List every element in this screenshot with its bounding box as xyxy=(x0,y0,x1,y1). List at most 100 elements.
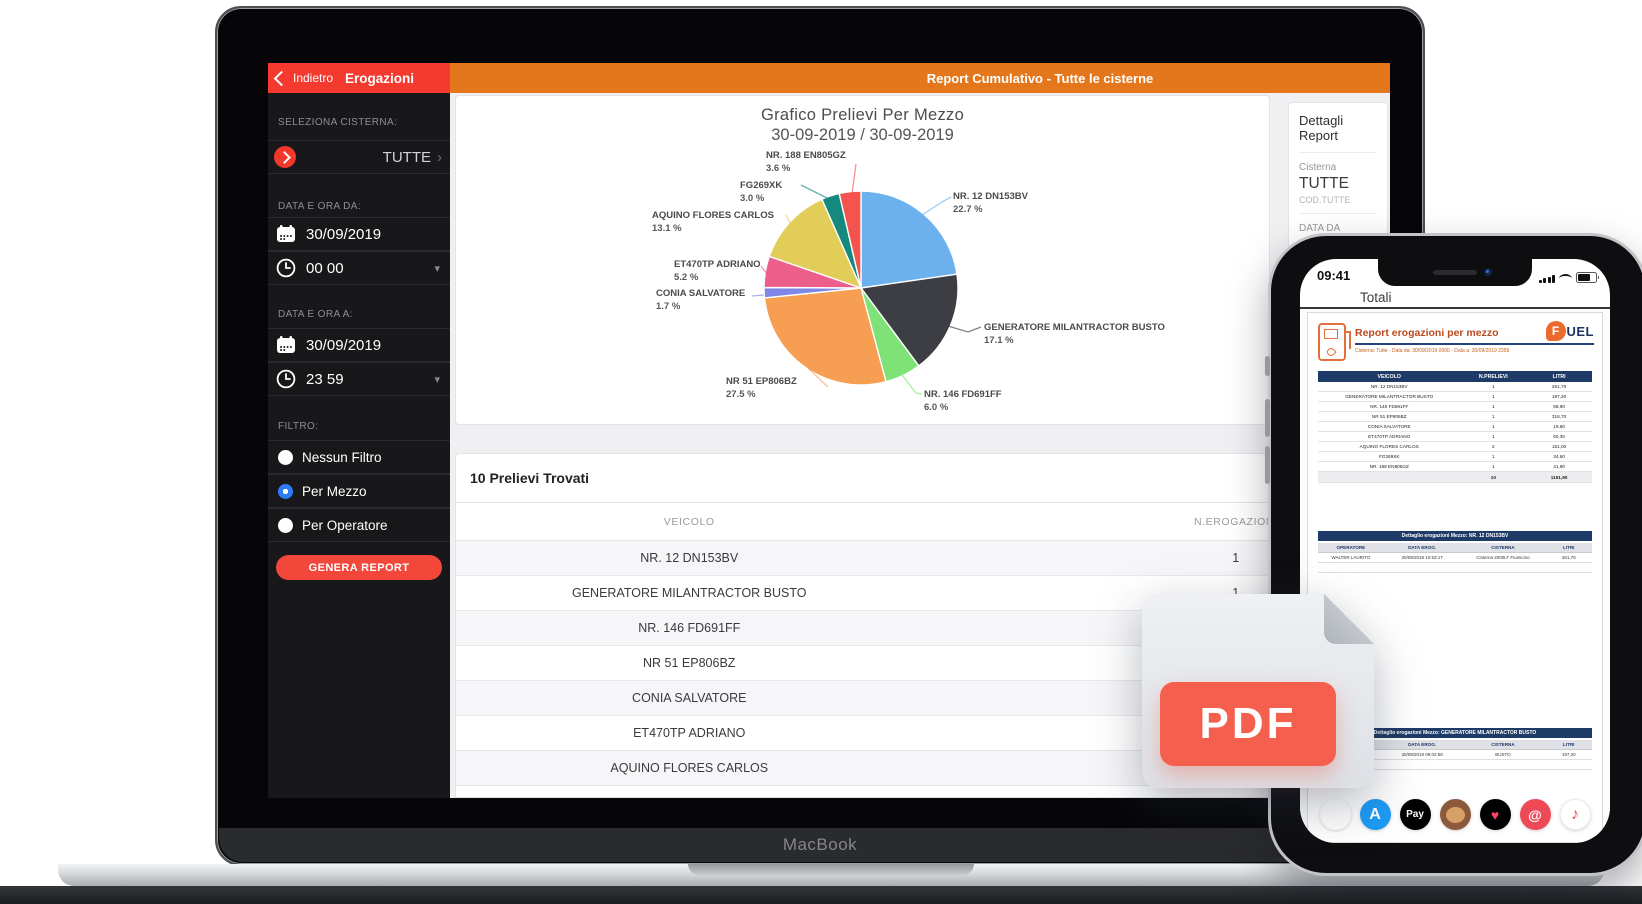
pie-leader-line xyxy=(751,294,765,297)
pdf-cell: 2 xyxy=(1492,444,1495,449)
pie-leader-line xyxy=(807,367,829,388)
pdf-cell: ET470TP ADRIANO xyxy=(1368,434,1411,439)
filter-label: Nessun Filtro xyxy=(302,449,382,465)
pdf-detail-row: 30/09/2019 09:02:58 BUSTO 197,20 xyxy=(1318,750,1592,760)
pdf-total-row: 10 1151,90 xyxy=(1318,472,1592,483)
pdf-badge-fold-icon xyxy=(1324,594,1374,644)
genera-report-button[interactable]: GENERA REPORT xyxy=(276,555,442,580)
cisterna-label: Cisterna xyxy=(1299,162,1337,173)
fuel-pump-icon xyxy=(1318,323,1351,361)
pdf-detail-cell: 30/09/2019 09:02:58 xyxy=(1401,752,1443,757)
pie-percent-label: 5.2 % xyxy=(674,272,699,283)
pdf-cell: NR. 12 DN153BV xyxy=(1370,384,1408,389)
volume-down-button[interactable] xyxy=(1265,446,1270,484)
at-sign-icon[interactable]: @ xyxy=(1519,799,1551,830)
back-button[interactable]: Indietro Erogazioni xyxy=(268,63,450,93)
volume-up-button[interactable] xyxy=(1265,399,1270,437)
pdf-cell: 151,00 xyxy=(1551,444,1567,449)
date-to-field[interactable]: 30/09/2019 xyxy=(268,328,450,362)
photos-icon-glyph xyxy=(1325,804,1346,825)
pie-label: FG269XK xyxy=(740,180,782,191)
pdf-cell: 1 xyxy=(1492,414,1495,419)
calendar-icon xyxy=(277,225,295,242)
pdf-detail-col-header: CISTERNA xyxy=(1491,545,1515,550)
pie-label: NR. 188 EN805GZ xyxy=(766,150,846,161)
time-from-field[interactable]: 00 00 ▾ xyxy=(268,251,450,285)
cell-veicolo: FG269XK xyxy=(456,796,923,798)
pie-slice-0[interactable] xyxy=(860,190,958,289)
pdf-detail-col-header: LITRI xyxy=(1562,742,1575,747)
memoji-monkey-icon-glyph xyxy=(1445,807,1465,823)
apple-pay-icon[interactable]: Pay xyxy=(1399,799,1431,830)
cisterna-selector[interactable]: TUTTE › xyxy=(268,140,450,174)
report-title: Report Cumulativo - Tutte le cisterne xyxy=(926,70,1154,86)
pie-leader-line xyxy=(785,214,792,226)
pdf-cell: NR. 188 EN805GZ xyxy=(1369,464,1409,469)
results-count: 10 Prelievi Trovati xyxy=(456,454,1389,503)
photos-icon[interactable] xyxy=(1319,799,1351,830)
pie-slice-8[interactable] xyxy=(838,190,862,289)
fuel-logo-f: F xyxy=(1545,321,1566,341)
macbook-hinge-notch xyxy=(688,864,974,875)
pie-slice-3[interactable] xyxy=(763,287,887,386)
pie-slice-1[interactable] xyxy=(859,273,959,367)
radio-icon xyxy=(278,483,293,499)
cell-erogazioni: 1 xyxy=(923,796,1390,798)
pie-percent-label: 27.5 % xyxy=(726,389,756,400)
battery-icon xyxy=(1576,272,1599,283)
cisterna-chevron-icon xyxy=(274,146,296,168)
music-note-icon[interactable]: ♪ xyxy=(1559,799,1591,830)
wifi-icon xyxy=(1559,274,1572,283)
pdf-detail-empty-row xyxy=(1318,760,1592,770)
pdf-col-header: VEICOLO xyxy=(1377,373,1401,380)
camera-icon xyxy=(1484,268,1493,276)
pdf-cell: 1 xyxy=(1492,454,1495,459)
table-row[interactable]: NR. 12 DN153BV 1 xyxy=(456,541,1389,576)
pdf-col-header: N.PRELIEVI xyxy=(1478,373,1508,380)
app-store-icon[interactable]: A xyxy=(1359,799,1391,830)
pie-chart[interactable]: NR. 12 DN153BV 22.7 % GENERATORE MILANTRAC… xyxy=(456,96,1269,424)
pdf-cell: 1 xyxy=(1492,464,1495,469)
filtro-label: FILTRO: xyxy=(278,421,319,432)
signal-icon xyxy=(1538,275,1555,283)
pdf-detail-title: Dettaglio erogazioni Mezzo: NR. 12 DN153… xyxy=(1318,531,1592,541)
pie-percent-label: 6.0 % xyxy=(924,402,949,413)
cisterna-value: TUTTE xyxy=(1299,175,1349,192)
pie-percent-label: 1.7 % xyxy=(656,301,681,312)
pdf-cell: 1 xyxy=(1492,424,1495,429)
pdf-detail-cell: BUSTO xyxy=(1495,752,1511,757)
pdf-detail-table-1: Dettaglio erogazioni Mezzo: NR. 12 DN153… xyxy=(1318,531,1592,573)
pdf-cell: 261,70 xyxy=(1551,384,1567,389)
pie-leader-line xyxy=(901,374,923,395)
pdf-badge-label: PDF xyxy=(1160,682,1336,766)
mute-switch[interactable] xyxy=(1265,356,1270,376)
pdf-detail-cell: 197,20 xyxy=(1561,752,1576,757)
hearts-icon[interactable]: ♥ xyxy=(1479,799,1511,830)
pdf-col-header: LITRI xyxy=(1552,373,1566,380)
pie-label: CONIA SALVATORE xyxy=(656,288,745,299)
table-row[interactable]: GENERATORE MILANTRACTOR BUSTO 1 xyxy=(456,576,1389,611)
cisterna-value: TUTTE xyxy=(382,148,431,166)
pie-label: ET470TP ADRIANO xyxy=(674,259,761,270)
pdf-cell: 316,70 xyxy=(1551,414,1567,419)
pdf-table-header: VEICOLO N.PRELIEVI LITRI xyxy=(1318,371,1592,382)
clock-icon xyxy=(276,258,296,278)
pdf-cell: 68,90 xyxy=(1553,404,1565,409)
pdf-cell: CONIA SALVATORE xyxy=(1367,424,1411,429)
filter-option-per-operatore[interactable]: Per Operatore xyxy=(268,508,450,542)
filter-option-nessun-filtro[interactable]: Nessun Filtro xyxy=(268,440,450,474)
filter-option-per-mezzo[interactable]: Per Mezzo xyxy=(268,474,450,508)
column-header-erogazioni: N.EROGAZIONI xyxy=(1193,515,1278,528)
data-ora-a-label: DATA E ORA A: xyxy=(278,309,353,320)
date-from-field[interactable]: 30/09/2019 xyxy=(268,217,450,251)
pdf-cell: NR. 146 FD691FF xyxy=(1370,404,1409,409)
pdf-cell: 41,90 xyxy=(1553,464,1565,469)
pdf-cell: AQUINO FLORES CARLOS xyxy=(1359,444,1419,449)
pie-leader-line xyxy=(918,196,952,218)
time-to-field[interactable]: 23 59 ▾ xyxy=(268,362,450,396)
pdf-report-subtitle: Cisterna: Tutte - Data da: 30/09/2019 00… xyxy=(1355,348,1510,354)
memoji-monkey-icon[interactable] xyxy=(1439,799,1471,830)
calendar-icon xyxy=(277,336,295,353)
pdf-detail-col-header: DATA EROG. xyxy=(1408,742,1437,747)
